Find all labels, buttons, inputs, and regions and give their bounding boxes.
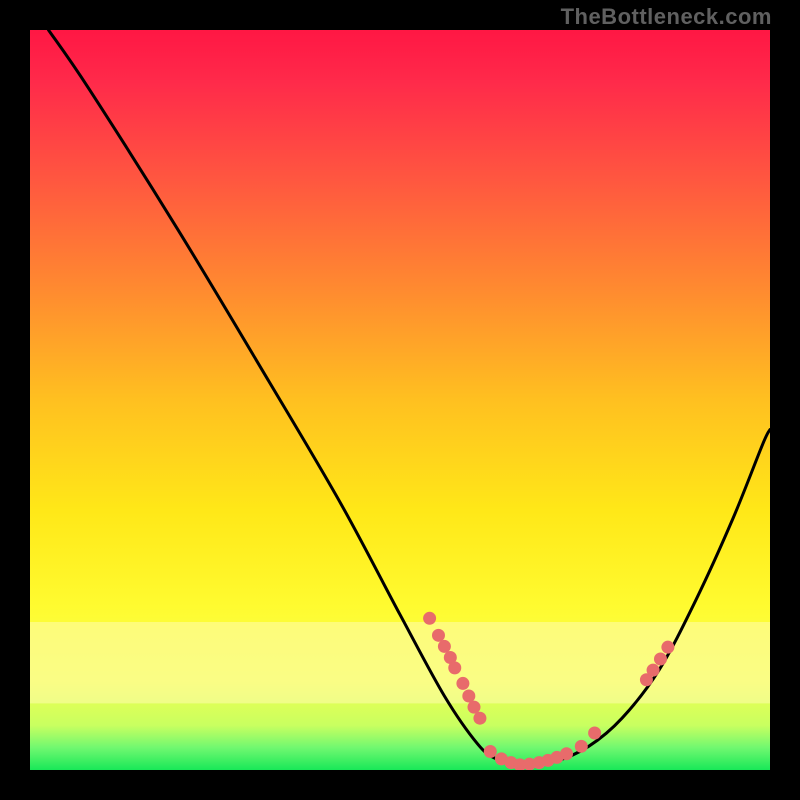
data-marker <box>438 640 451 653</box>
bottleneck-chart <box>0 0 800 800</box>
data-marker <box>647 664 660 677</box>
data-marker <box>473 712 486 725</box>
data-marker <box>423 612 436 625</box>
data-marker <box>654 653 667 666</box>
watermark-text: TheBottleneck.com <box>561 4 772 30</box>
data-marker <box>432 629 445 642</box>
data-marker <box>448 661 461 674</box>
data-marker <box>575 740 588 753</box>
data-marker <box>484 745 497 758</box>
chart-container: TheBottleneck.com <box>0 0 800 800</box>
data-marker <box>661 641 674 654</box>
data-marker <box>468 701 481 714</box>
data-marker <box>588 727 601 740</box>
data-marker <box>456 677 469 690</box>
data-marker <box>560 747 573 760</box>
data-marker <box>462 690 475 703</box>
